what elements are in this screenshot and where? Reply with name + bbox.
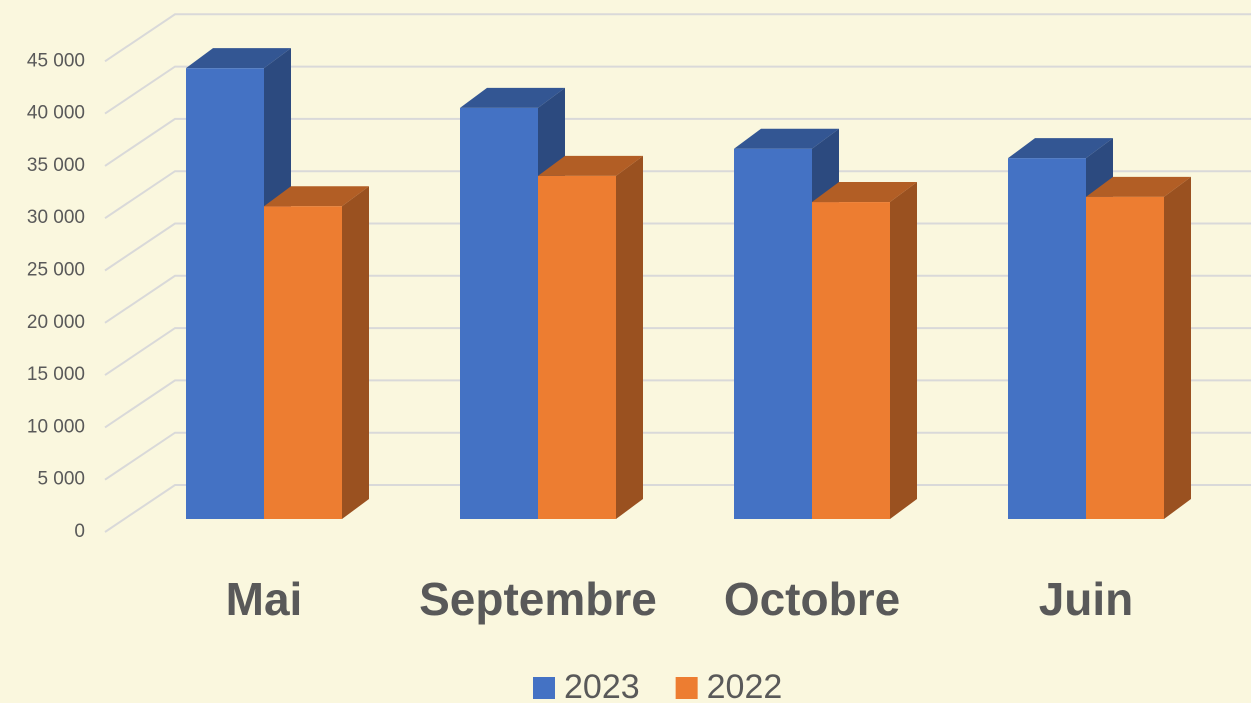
bar-top [460, 87, 565, 108]
x-tick-label: Septembre [419, 573, 657, 625]
grid-line [104, 65, 1251, 115]
x-tick-label: Juin [1039, 573, 1134, 625]
bar [812, 202, 890, 519]
legend-label: 2022 [707, 668, 783, 703]
y-tick-label: 35 000 [27, 155, 85, 176]
bar [460, 107, 538, 519]
bar-top [264, 186, 369, 207]
x-tick-label: Mai [226, 573, 303, 625]
y-tick-label: 20 000 [27, 312, 85, 333]
bar [1086, 196, 1164, 519]
bar-side [1164, 176, 1191, 519]
grid-line [104, 117, 1251, 167]
grid-line [104, 170, 1251, 220]
y-tick-label: 0 [74, 521, 85, 542]
bar-side [342, 186, 369, 519]
bar-top [1008, 138, 1113, 159]
grid-line [104, 13, 1251, 63]
bar [538, 175, 616, 520]
bar-side [890, 182, 917, 519]
y-tick-label: 30 000 [27, 207, 85, 228]
y-tick-label: 25 000 [27, 260, 85, 281]
legend-swatch [533, 677, 555, 699]
bar-side [616, 155, 643, 520]
y-tick-label: 15 000 [27, 364, 85, 385]
bar-top [1086, 176, 1191, 197]
bar-top [186, 48, 291, 69]
bar-top [812, 182, 917, 203]
bar-top [538, 155, 643, 176]
x-tick-label: Octobre [724, 573, 900, 625]
y-tick-label: 10 000 [27, 416, 85, 437]
bar-top [734, 128, 839, 149]
y-tick-label: 40 000 [27, 103, 85, 124]
bar [264, 206, 342, 519]
legend-swatch [675, 677, 698, 699]
legend-label: 2023 [564, 668, 640, 703]
y-tick-label: 5 000 [37, 469, 85, 490]
bar [1008, 158, 1086, 519]
y-tick-label: 45 000 [27, 50, 85, 71]
bar [734, 148, 812, 519]
bar [186, 68, 264, 519]
